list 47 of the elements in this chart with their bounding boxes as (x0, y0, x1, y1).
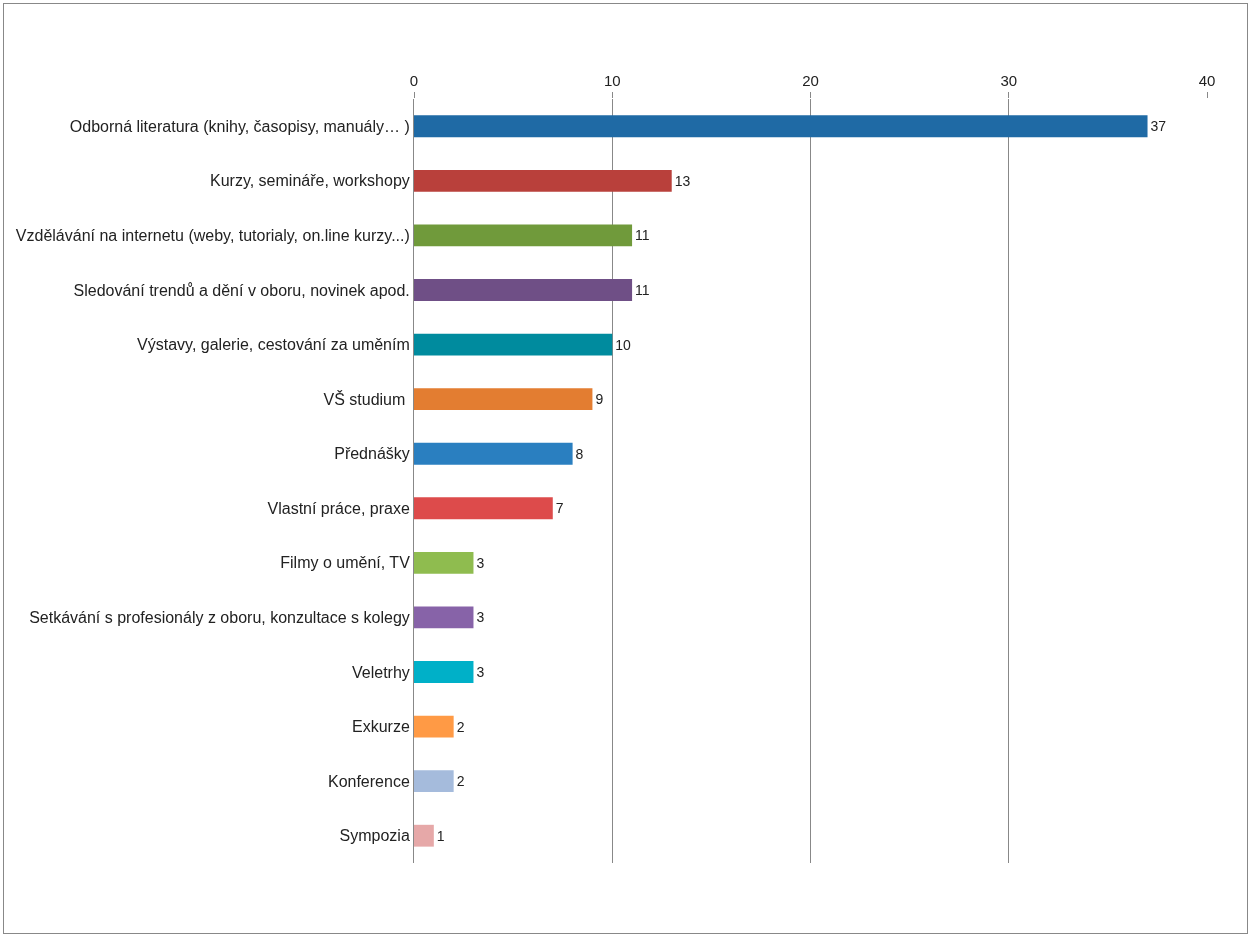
data-label: 11 (635, 282, 650, 298)
y-tick-label: Konference (327, 772, 410, 790)
data-label: 8 (575, 445, 584, 462)
y-tick-label: VŠ studium (323, 389, 410, 408)
bar (414, 279, 633, 301)
bar (414, 442, 573, 465)
bar (414, 661, 474, 683)
x-tick-label: 40 (1198, 72, 1216, 89)
y-tick-label: Kurzy, semináře, workshopy (210, 172, 410, 190)
data-label: 7 (555, 500, 564, 517)
data-label: 3 (476, 664, 485, 680)
x-tick-label: 0 (409, 72, 419, 89)
bar (414, 551, 474, 574)
bar (414, 824, 434, 847)
bar (414, 224, 633, 247)
data-label: 3 (476, 554, 485, 571)
y-tick-label: Přednášky (334, 445, 410, 463)
y-tick-label: Výstavy, galerie, cestování za uměním (137, 336, 410, 354)
y-tick-label: Exkurze (352, 718, 410, 736)
data-label: 2 (456, 718, 465, 735)
data-label: 9 (595, 391, 604, 408)
bar (414, 169, 672, 192)
x-tick-label: 30 (1000, 72, 1018, 89)
y-tick-label: Vzdělávání na internetu (weby, tutorialy, on.line kurzy...) (15, 227, 410, 245)
data-label: 10 (615, 336, 632, 353)
data-label: 1 (436, 827, 445, 844)
y-tick-label: Vlastní práce, praxe (267, 499, 410, 517)
y-tick-label: Sympozia (339, 827, 410, 845)
x-tick-label: 20 (802, 72, 819, 89)
bar (414, 715, 454, 738)
data-label: 13 (674, 172, 691, 189)
bar (414, 388, 593, 411)
bar (414, 770, 454, 793)
data-label: 2 (456, 773, 465, 790)
data-label: 3 (476, 609, 485, 626)
bar (414, 606, 474, 629)
y-tick-label: Odborná literatura (knihy, časopisy, manuály… ) (69, 117, 410, 135)
data-label: 37 (1150, 118, 1167, 135)
y-tick-label: Filmy o umění, TV (280, 554, 411, 572)
bar (414, 333, 613, 356)
data-label: 11 (635, 227, 650, 244)
bar (414, 115, 1148, 138)
x-tick-label: 10 (603, 72, 621, 89)
y-tick-label: Veletrhy (351, 663, 410, 681)
y-tick-label: Setkávání s profesionály z oboru, konzultace s kolegy (29, 609, 410, 627)
y-tick-label: Sledování trendů a dění v oboru, novinek apod. (73, 281, 410, 299)
bar (414, 497, 553, 520)
